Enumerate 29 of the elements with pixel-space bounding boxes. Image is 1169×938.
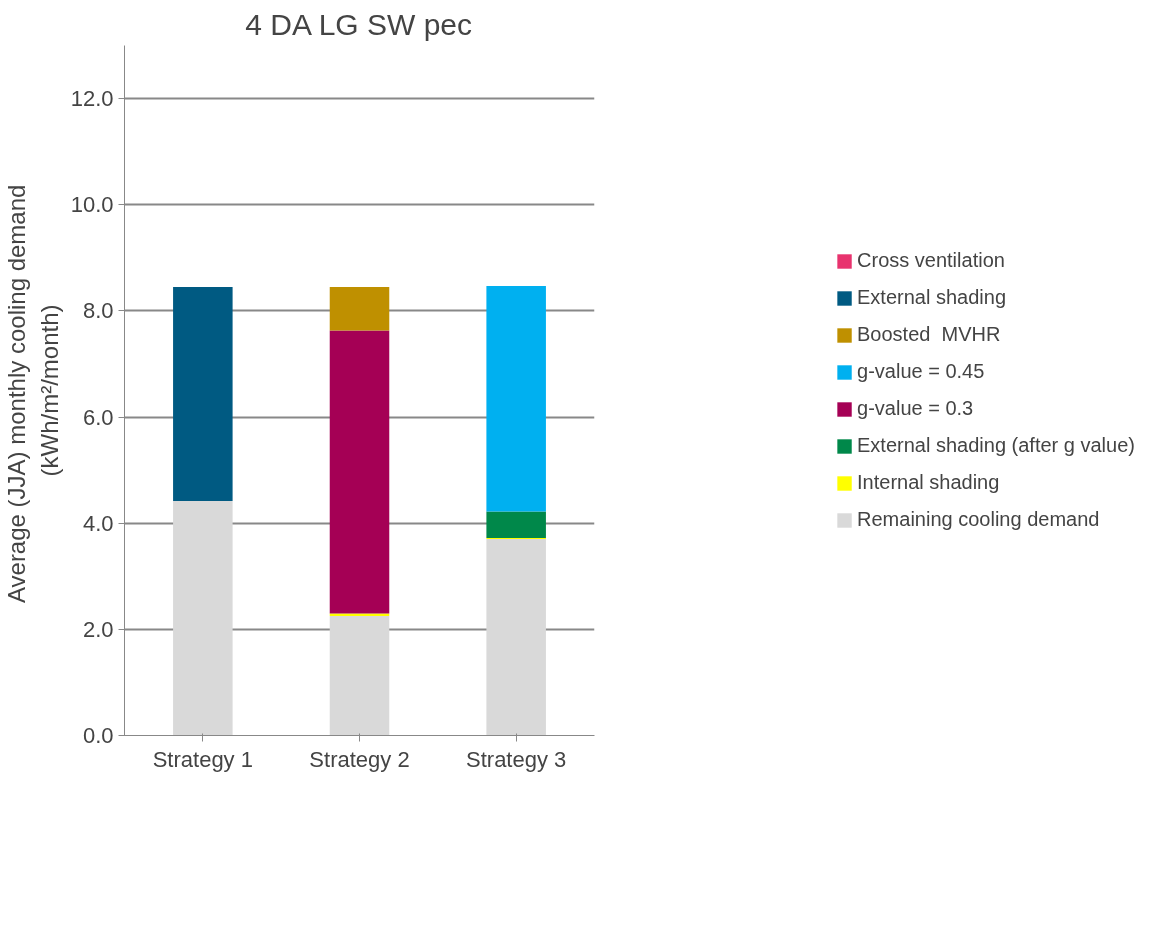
x-tick-label: Strategy 1 [152, 746, 253, 772]
y-tick-label: 2.0 [82, 616, 114, 642]
chart-title: 4 DA LG SW pec [245, 7, 473, 41]
legend-label: External shading (after g value) [857, 434, 1135, 457]
bar [486, 511, 546, 539]
bar [173, 500, 233, 736]
bar [486, 539, 546, 736]
x-tick-label: Strategy 3 [466, 746, 567, 772]
y-tick-label: 0.0 [82, 723, 114, 748]
bar [329, 613, 390, 617]
y-tick-label: 8.0 [82, 298, 114, 324]
y-tick-label: 12.0 [70, 86, 114, 112]
y-tick-label: 4.0 [82, 510, 114, 536]
legend-label: External shading [857, 286, 1007, 309]
legend-label: g-value = 0.45 [857, 360, 985, 383]
bar [329, 287, 390, 331]
legend-label: Internal shading [857, 471, 1000, 494]
legend-label: Boosted MVHR [857, 323, 1001, 346]
y-axis-title: Average (JJA) monthly cooling demand (kWh/m²/month) [3, 184, 63, 604]
y-tick-label: 10.0 [70, 192, 114, 218]
legend-label: Remaining cooling demand [857, 508, 1100, 531]
x-tick-label: Strategy 2 [309, 746, 410, 772]
y-tick-label: 6.0 [82, 404, 114, 430]
bar [173, 287, 233, 501]
bar [486, 285, 546, 512]
legend-label: Cross ventilation [857, 249, 1005, 272]
bar [329, 330, 390, 614]
legend-label: g-value = 0.3 [857, 397, 974, 420]
bar [329, 616, 390, 736]
